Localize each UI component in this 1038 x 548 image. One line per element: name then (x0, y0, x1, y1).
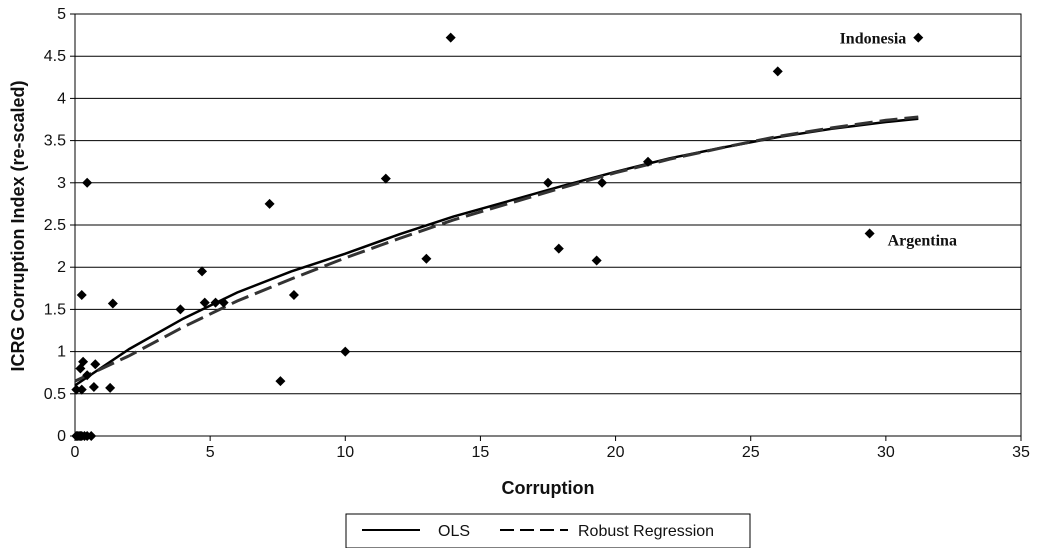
scatter-point (71, 384, 82, 395)
scatter-point (76, 290, 87, 301)
scatter-point (445, 32, 456, 43)
scatter-point (591, 255, 602, 266)
x-tick-label: 5 (206, 444, 215, 461)
scatter-point (288, 290, 299, 301)
y-tick-label: 4.5 (44, 48, 66, 65)
scatter-point (197, 266, 208, 277)
gridlines (75, 13, 1021, 437)
scatter-point (380, 173, 391, 184)
y-tick-label: 0.5 (44, 386, 66, 403)
scatter-point (264, 198, 275, 209)
x-tick-label: 20 (607, 444, 625, 461)
annotation-label: Indonesia (840, 31, 907, 48)
data-points (71, 32, 924, 441)
series-line-robust-regression (74, 115, 919, 383)
annotation-label: Argentina (888, 232, 957, 249)
scatter-point (175, 304, 186, 315)
scatter-point (82, 177, 93, 188)
y-tick-label: 1.5 (44, 301, 66, 318)
y-tick-label: 1 (57, 344, 66, 361)
regression-lines (74, 115, 919, 387)
scatter-point (340, 346, 351, 357)
scatter-point (218, 297, 229, 308)
y-tick-label: 5 (57, 6, 66, 23)
series-line-ols (74, 117, 919, 387)
scatter-point (913, 32, 924, 43)
scatter-point (275, 376, 286, 387)
scatter-point (864, 228, 875, 239)
scatter-point (107, 298, 118, 309)
scatter-point (86, 431, 97, 441)
y-tick-label: 3.5 (44, 133, 66, 150)
x-tick-label: 15 (472, 444, 490, 461)
legend-label-robust: Robust Regression (578, 523, 714, 540)
x-tick-label: 30 (877, 444, 895, 461)
x-tick-label: 10 (336, 444, 354, 461)
x-tick-label: 25 (742, 444, 760, 461)
y-tick-label: 0 (57, 428, 66, 445)
x-axis-title: Corruption (502, 478, 595, 498)
x-axis-ticks: 0 5 10 15 20 25 30 35 (71, 436, 1030, 461)
scatter-point (772, 66, 783, 77)
y-axis-title: ICRG Corruption Index (re-scaled) (8, 80, 28, 371)
y-tick-label: 2 (57, 259, 66, 276)
scatter-point (643, 156, 654, 167)
annotations: Indonesia Argentina (840, 31, 957, 250)
y-tick-label: 3 (57, 175, 66, 192)
scatter-point (210, 297, 221, 308)
scatter-point (105, 382, 116, 393)
scatter-point (76, 384, 87, 395)
y-tick-label: 2.5 (44, 217, 66, 234)
scatter-point (597, 177, 608, 188)
x-tick-label: 35 (1012, 444, 1030, 461)
scatter-point (78, 356, 89, 367)
scatter-point (421, 253, 432, 264)
y-axis-ticks: 0 0.5 1 1.5 2 2.5 3 3.5 4 4.5 5 (44, 6, 75, 445)
y-tick-label: 4 (57, 90, 66, 107)
scatter-point (199, 297, 210, 308)
x-tick-label: 0 (71, 444, 80, 461)
scatter-point (90, 359, 101, 370)
scatter-point (82, 370, 93, 381)
scatter-point (543, 177, 553, 188)
scatter-point (88, 382, 99, 393)
legend: OLS Robust Regression (345, 513, 751, 548)
scatter-point (553, 243, 564, 254)
legend-label-ols: OLS (438, 523, 470, 540)
